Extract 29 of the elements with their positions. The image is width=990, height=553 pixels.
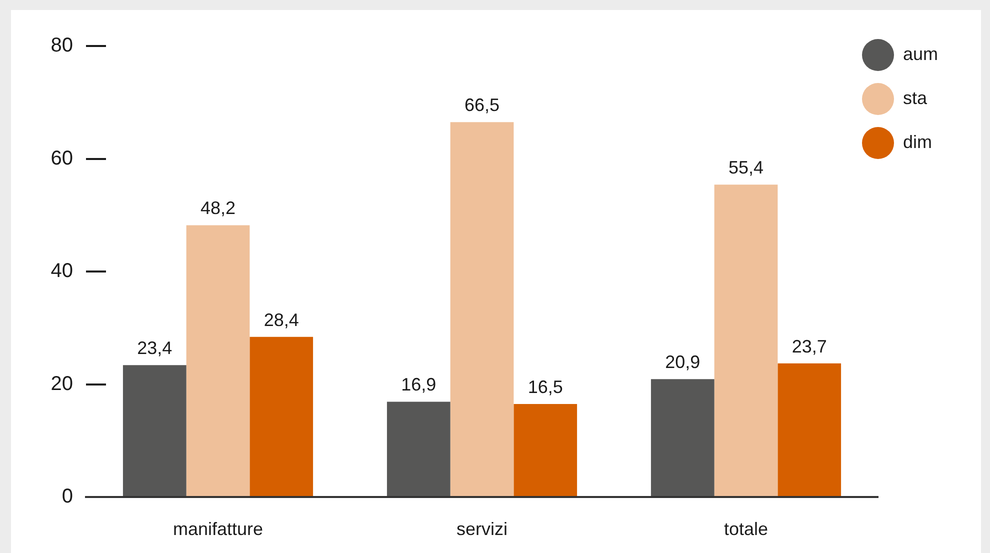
y-tick-label: 80	[50, 34, 73, 57]
y-tick-label: 0	[62, 486, 73, 508]
data-label: 28,4	[264, 310, 299, 330]
data-label: 16,5	[528, 376, 563, 397]
y-tick-label: 20	[50, 372, 73, 395]
bar	[714, 184, 778, 496]
bar	[386, 402, 450, 496]
x-tick-label: totale	[724, 518, 768, 539]
x-tick-label: servizi	[456, 518, 508, 539]
y-tick-label: 60	[50, 147, 73, 170]
legend-label: aum	[903, 44, 938, 64]
data-label: 16,9	[401, 374, 436, 395]
bar	[250, 336, 314, 496]
bar	[450, 122, 514, 496]
data-label: 23,7	[792, 336, 827, 356]
bar	[186, 225, 250, 496]
y-tick-label: 40	[50, 260, 73, 282]
data-label: 23,4	[137, 338, 172, 358]
data-label: 20,9	[665, 352, 700, 372]
bar	[514, 404, 578, 496]
data-label: 66,5	[464, 95, 500, 116]
x-tick-label: manifatture	[172, 518, 264, 539]
data-label: 55,4	[728, 158, 764, 178]
data-label: 48,2	[200, 198, 236, 218]
legend-label: sta	[903, 88, 928, 108]
bar	[778, 363, 842, 496]
legend-label: dim	[903, 132, 932, 152]
bar	[650, 379, 714, 496]
bar	[122, 365, 186, 496]
